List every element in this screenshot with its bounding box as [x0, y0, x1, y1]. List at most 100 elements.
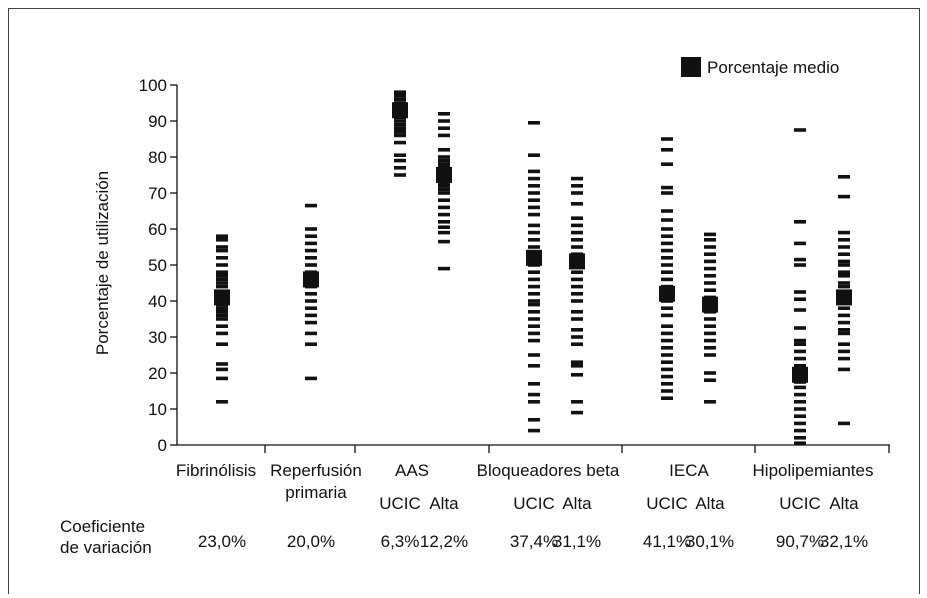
- data-point: [571, 335, 583, 339]
- data-point: [305, 313, 317, 318]
- data-point: [571, 410, 583, 415]
- data-point: [216, 245, 228, 249]
- mean-marker: [836, 289, 852, 306]
- data-point: [571, 328, 583, 332]
- data-point: [794, 421, 806, 426]
- data-point: [838, 252, 850, 256]
- data-point: [438, 191, 450, 195]
- data-point: [794, 263, 806, 267]
- data-point: [838, 356, 850, 361]
- data-point: [838, 230, 850, 235]
- data-point: [528, 310, 540, 314]
- data-point: [661, 389, 673, 393]
- data-point: [528, 153, 540, 157]
- data-point: [661, 313, 673, 318]
- legend: Porcentaje medio: [681, 57, 839, 77]
- data-point: [528, 270, 540, 274]
- data-point: [305, 241, 317, 246]
- y-tick-label: 10: [148, 400, 167, 419]
- data-point: [216, 317, 228, 321]
- cv-label-line2: de variación: [60, 538, 152, 557]
- sub-category-labels: UCIC Alta UCIC Alta UCIC Alta UCIC Alta: [379, 494, 859, 513]
- data-point: [528, 245, 540, 249]
- data-point: [394, 94, 406, 98]
- data-point: [305, 227, 317, 231]
- data-point: [571, 230, 583, 235]
- data-point: [528, 353, 540, 357]
- data-point: [394, 130, 406, 134]
- data-point: [794, 356, 806, 361]
- data-point: [571, 202, 583, 206]
- data-point: [571, 373, 583, 377]
- data-point: [661, 324, 673, 328]
- mean-marker: [702, 296, 718, 313]
- data-point: [216, 270, 228, 274]
- data-point: [438, 162, 450, 166]
- cv-value: 30,1%: [686, 532, 734, 551]
- data-point: [305, 376, 317, 381]
- data-point: [528, 392, 540, 397]
- data-point: [528, 400, 540, 404]
- data-point: [661, 374, 673, 379]
- data-point: [438, 212, 450, 217]
- data-point: [571, 184, 583, 188]
- data-point: [438, 126, 450, 130]
- data-point: [216, 376, 228, 381]
- data-point: [216, 274, 228, 278]
- data-point: [528, 230, 540, 235]
- data-point: [528, 238, 540, 242]
- data-point: [305, 299, 317, 303]
- data-point: [704, 338, 716, 343]
- mean-marker: [436, 167, 452, 183]
- data-point: [704, 353, 716, 357]
- category-group-labels: Fibrinólisis Reperfusión primaria AAS Bl…: [176, 461, 874, 502]
- data-point: [305, 320, 317, 325]
- mean-marker: [214, 289, 230, 306]
- data-point: [528, 331, 540, 336]
- y-ticks: 0 10 20 30 40 50 60 70 80 90 100: [139, 76, 177, 455]
- data-point: [528, 277, 540, 282]
- data-point: [528, 191, 540, 195]
- data-point: [438, 239, 450, 244]
- data-point: [394, 153, 406, 157]
- data-point: [216, 310, 228, 314]
- data-point: [704, 288, 716, 292]
- data-point: [216, 284, 228, 289]
- data-point: [571, 342, 583, 346]
- data-point: [838, 175, 850, 179]
- data-point: [305, 306, 317, 310]
- data-point: [661, 218, 673, 222]
- data-point: [704, 281, 716, 285]
- data-point: [661, 382, 673, 386]
- mean-markers: [214, 102, 852, 383]
- y-tick-label: 80: [148, 148, 167, 167]
- data-point: [394, 133, 406, 138]
- data-point: [438, 266, 450, 271]
- data-point: [571, 400, 583, 404]
- data-point: [394, 119, 406, 123]
- data-point: [794, 385, 806, 390]
- data-point: [216, 331, 228, 336]
- cv-label-line1: Coeficiente: [60, 517, 145, 536]
- data-point: [838, 313, 850, 318]
- data-point: [661, 353, 673, 357]
- data-point: [216, 281, 228, 285]
- data-point: [661, 306, 673, 310]
- data-point: [216, 277, 228, 282]
- data-point: [571, 191, 583, 195]
- data-point: [794, 241, 806, 246]
- data-point: [394, 166, 406, 170]
- data-point: [704, 346, 716, 350]
- figure-frame: [8, 8, 920, 594]
- data-point: [704, 371, 716, 375]
- category-label-aas: AAS: [395, 461, 429, 480]
- y-tick-label: 20: [148, 364, 167, 383]
- data-point: [305, 331, 317, 336]
- data-point: [571, 284, 583, 289]
- data-point: [571, 245, 583, 249]
- data-point: [661, 270, 673, 274]
- data-point: [661, 191, 673, 195]
- data-point: [528, 223, 540, 228]
- data-point: [838, 284, 850, 289]
- data-point: [794, 428, 806, 433]
